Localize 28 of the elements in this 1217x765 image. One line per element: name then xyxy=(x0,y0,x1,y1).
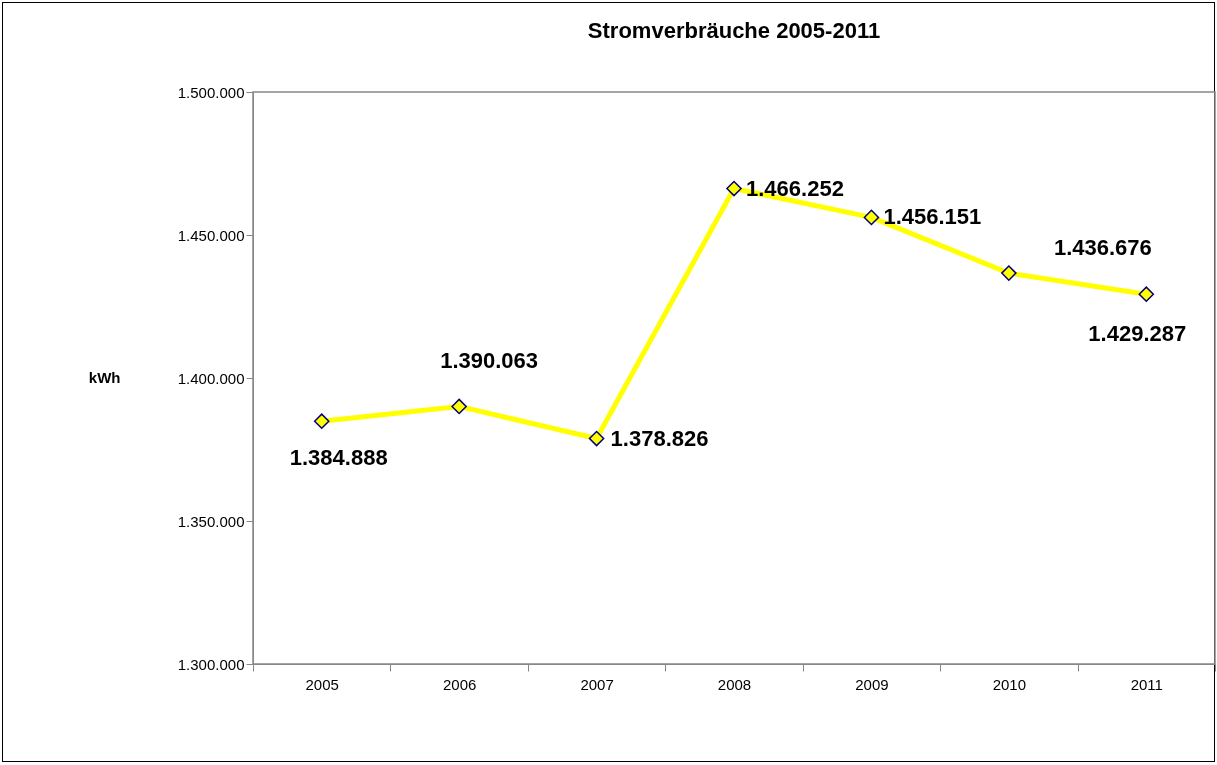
data-label: 1.436.676 xyxy=(1053,235,1152,261)
point xyxy=(726,180,742,197)
x-tick-label: 2006 xyxy=(442,675,477,693)
y-tick-label: 1.400.000 xyxy=(177,369,245,387)
chart-title: Stromverbräuche 2005-2011 xyxy=(587,18,881,43)
point xyxy=(863,209,880,226)
point xyxy=(588,430,605,447)
data-label: 1.378.826 xyxy=(610,425,709,451)
data-label: 1.466.252 xyxy=(746,175,844,201)
x-tick-label: 2008 xyxy=(717,675,752,693)
point xyxy=(313,413,330,430)
y-tick-label: 1.350.000 xyxy=(177,512,245,530)
y-tick-label: 1.300.000 xyxy=(177,655,245,673)
x-tick-label: 2005 xyxy=(305,675,339,693)
y-tick-label: 1.500.000 xyxy=(177,83,245,101)
x-tick-label: 2011 xyxy=(1130,675,1163,693)
x-tick-label: 2007 xyxy=(580,675,614,693)
data-label: 1.384.888 xyxy=(289,445,388,471)
data-label: 1.456.151 xyxy=(883,204,982,230)
point xyxy=(1001,265,1017,281)
data-label: 1.429.287 xyxy=(1088,321,1187,347)
y-axis-title: kWh xyxy=(88,368,121,386)
data-label: 1.390.063 xyxy=(440,348,539,374)
y-tick-label: 1.450.000 xyxy=(177,226,245,244)
x-tick-label: 2010 xyxy=(992,675,1027,693)
x-tick-label: 2009 xyxy=(855,675,889,693)
point xyxy=(1138,286,1155,303)
point xyxy=(451,398,467,415)
